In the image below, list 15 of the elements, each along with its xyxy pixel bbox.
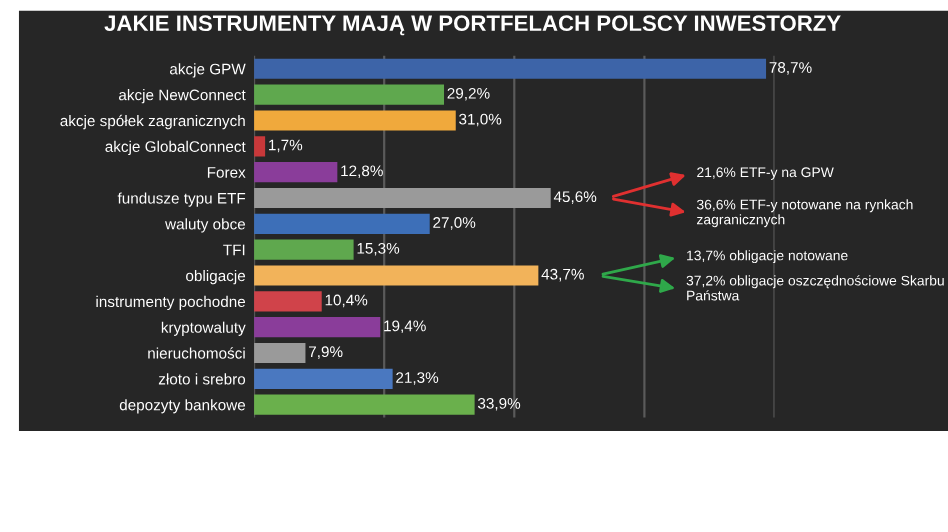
bar: [254, 136, 266, 157]
bar: [254, 394, 475, 415]
bar: [254, 291, 322, 312]
bar: [254, 213, 430, 234]
chart-title: JAKIE INSTRUMENTY MAJĄ W PORTFELACH POLSCY INWESTORZY: [104, 15, 841, 36]
bar: [254, 84, 445, 105]
bar: [254, 162, 338, 183]
bar: [254, 317, 381, 338]
bar: [254, 368, 393, 389]
bar: [254, 239, 354, 260]
bar: [254, 265, 539, 286]
bar: [254, 58, 767, 79]
bar: [254, 187, 551, 209]
bar: [254, 342, 306, 364]
bar: [254, 110, 456, 131]
